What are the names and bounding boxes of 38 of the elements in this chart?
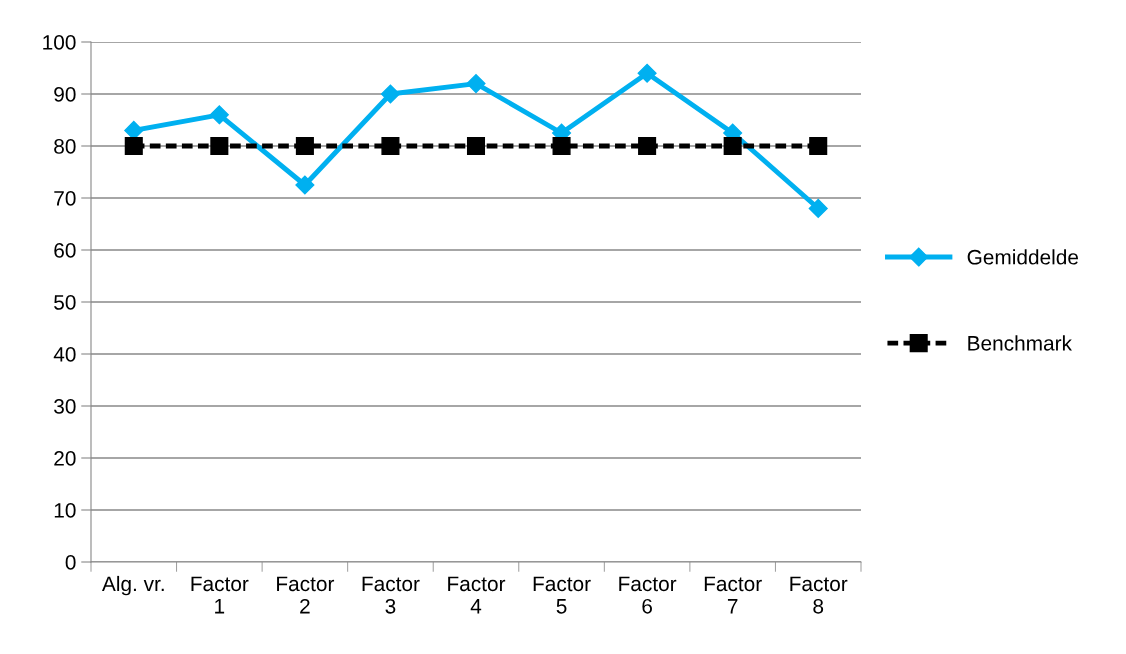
y-tick-label: 50: [54, 295, 76, 310]
point: [809, 136, 828, 156]
legend-label: Benchmark: [968, 335, 1073, 351]
x-tick-label: Factor 6: [619, 576, 677, 614]
point: [295, 136, 314, 156]
point: [295, 175, 315, 195]
x-tick-label: Factor 5: [533, 576, 591, 614]
point: [124, 136, 143, 156]
point: [637, 63, 657, 83]
point: [124, 120, 144, 140]
y-tick-label: 100: [43, 35, 76, 50]
y-tick-label: 70: [54, 191, 76, 206]
x-tick-label: Alg. vr.: [101, 575, 164, 596]
point: [552, 136, 571, 156]
x-tick-label: Factor 4: [448, 576, 506, 614]
x-tick-label: Factor 3: [362, 576, 420, 614]
y-tick-label: 40: [53, 347, 76, 362]
y-tick-label: 80: [54, 139, 76, 154]
x-tick-label: Factor 2: [277, 576, 335, 614]
y-tick-label: 30: [54, 399, 76, 414]
y-tick-label: 10: [54, 503, 76, 518]
point: [466, 136, 486, 156]
x-tick-label: Factor 7: [704, 576, 762, 614]
y-tick-label: 0: [65, 555, 76, 570]
y-tick-label: 60: [54, 243, 76, 258]
point: [808, 198, 828, 218]
legend-label: Gemiddelde: [967, 249, 1079, 265]
y-tick-label: 20: [54, 451, 76, 466]
x-tick-label: Factor 1: [191, 576, 249, 614]
y-tick-label: 90: [54, 87, 76, 102]
point: [466, 74, 486, 94]
point: [638, 136, 657, 156]
point: [381, 136, 400, 156]
x-tick-label: Factor 8: [790, 576, 848, 614]
point: [723, 136, 742, 156]
point: [210, 136, 229, 156]
point: [380, 84, 400, 104]
point: [209, 105, 229, 125]
